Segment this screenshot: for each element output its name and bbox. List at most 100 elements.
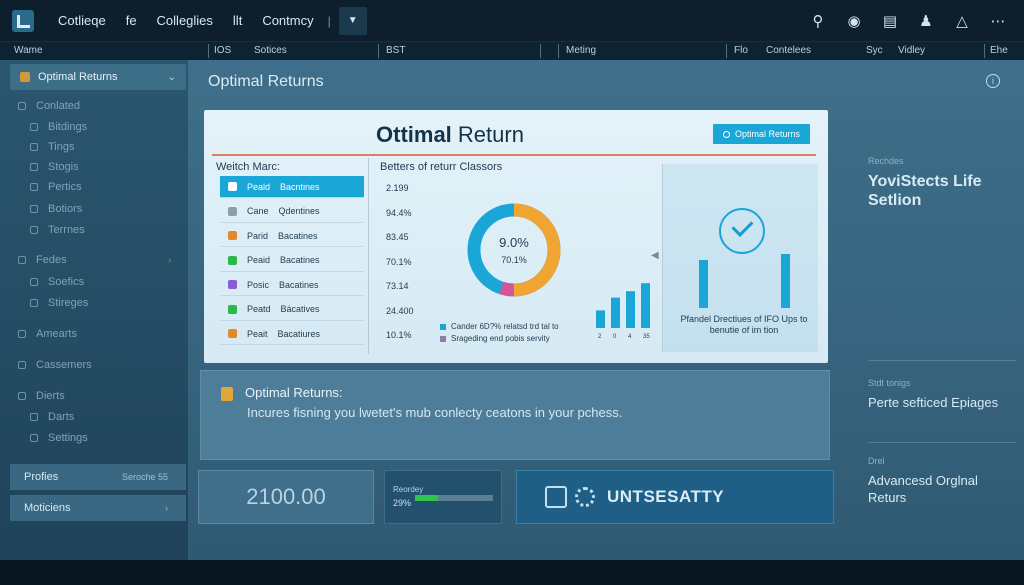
more-icon[interactable]: ⋯ — [990, 13, 1006, 30]
puzzle-icon — [545, 486, 567, 508]
right-card[interactable]: Rechdes YoviStects Life Setlion — [868, 156, 1016, 210]
top-bar: Cotlieqe fe Colleglies llt Contmcy | ▼ ⚲… — [0, 0, 1024, 42]
sidebar-item[interactable]: Cassemers — [18, 359, 92, 371]
sidebar-item-profiles[interactable]: Profies Seroche 55 — [10, 464, 186, 490]
sidebar-item-label: Fedes — [36, 254, 67, 266]
search-icon[interactable]: ⚲ — [812, 13, 824, 30]
app-logo-icon[interactable] — [12, 9, 34, 32]
column-header[interactable]: Meting — [566, 45, 597, 56]
square-icon — [30, 299, 38, 307]
sidebar-item[interactable]: Stogis — [30, 161, 79, 173]
sidebar-item[interactable]: Settings — [30, 432, 88, 444]
sidebar-item[interactable]: Stireges — [30, 297, 88, 309]
sidebar-item-label: Botiors — [48, 203, 83, 215]
list-item[interactable]: Peatd Bácatives — [220, 299, 364, 321]
column-header[interactable]: Ehe — [990, 45, 1008, 56]
sidebar-item-label: Dierts — [36, 390, 65, 402]
recycle-icon — [575, 487, 595, 507]
bell-icon[interactable]: △ — [956, 13, 968, 30]
panel-bar — [781, 254, 790, 308]
nav-item-1[interactable]: Cotlieqe — [58, 13, 106, 28]
right-card-label: Drel — [868, 456, 885, 466]
nav-separator: | — [327, 13, 331, 28]
right-card-value: YoviStects Life Setlion — [868, 173, 982, 209]
list-item[interactable]: Parid Bacatines — [220, 225, 364, 247]
donut-bottom-label: 70.1% — [501, 255, 527, 265]
right-card[interactable]: Drel Advancesd Orglnal Returs — [868, 456, 1016, 506]
row-label-b: Qdentines — [278, 206, 320, 216]
sidebar-item[interactable]: Botiors — [30, 203, 82, 215]
sidebar-item[interactable]: Bitdings — [30, 121, 87, 133]
sidebar-item[interactable]: Tings — [30, 141, 75, 153]
donut-segment-orange — [467, 203, 561, 297]
clipboard-icon[interactable]: ▤ — [882, 13, 898, 30]
sidebar-item[interactable]: Fedes › — [18, 254, 171, 266]
sidebar-item[interactable]: Amearts — [18, 328, 77, 340]
column-header[interactable]: IOS — [214, 45, 232, 56]
column-header[interactable]: BST — [386, 45, 406, 56]
column-divider — [984, 44, 985, 58]
compass-icon[interactable]: ◉ — [847, 13, 861, 30]
row-label-a: Peaid — [247, 255, 271, 265]
list-item[interactable]: Cane Qdentines — [220, 201, 364, 223]
nav-item-5[interactable]: Contmcy — [262, 13, 314, 28]
square-icon — [30, 278, 38, 286]
untsesatty-button[interactable]: UNTSESATTY — [516, 470, 834, 524]
sidebar: Optimal Returns ⌄ Conlated Bitdings Ting… — [0, 60, 188, 560]
nav-item-2[interactable]: fe — [125, 13, 137, 28]
bar-tick-label: 4 — [628, 334, 632, 340]
stat-value: 2100.00 — [198, 470, 374, 524]
sidebar-item[interactable]: Dierts — [18, 390, 65, 402]
column-header[interactable]: Contelees — [766, 45, 812, 56]
row-icon — [228, 329, 237, 338]
chevron-left-icon[interactable]: ◀ — [651, 250, 659, 261]
sidebar-item-motions[interactable]: Moticiens › — [10, 495, 186, 521]
summary-text: Pfandel Drectiues of IFO Ups to benutie … — [680, 314, 808, 335]
bar-tick-label: 0 — [613, 334, 617, 340]
progress-label: Reordey — [393, 485, 424, 494]
sidebar-item-optimal-returns[interactable]: Optimal Returns ⌄ — [10, 64, 186, 90]
sidebar-item-label: Stireges — [48, 297, 89, 309]
top-nav: Cotlieqe fe Colleglies llt Contmcy | — [48, 13, 335, 28]
panel-bar — [699, 260, 708, 308]
row-label-a: Peald — [247, 181, 271, 192]
sidebar-item[interactable]: Darts — [30, 411, 74, 423]
column-header[interactable]: Vidley — [898, 45, 926, 56]
right-card[interactable]: Stdt tonigs Perte sefticed Epiages — [868, 378, 1016, 411]
list-item[interactable]: Peait Bacatiures — [220, 323, 364, 345]
card-title: Ottimal Return — [376, 122, 524, 148]
square-icon — [30, 226, 38, 234]
nav-item-4[interactable]: llt — [232, 13, 243, 28]
nav-item-3[interactable]: Colleglies — [156, 13, 213, 28]
optimal-returns-button[interactable]: Optimal Returns — [712, 124, 810, 144]
row-label-a: Parid — [247, 230, 269, 241]
nav-dropdown-chevron-icon[interactable]: ▼ — [338, 6, 367, 35]
column-header[interactable]: Wame — [14, 45, 43, 56]
column-header[interactable]: Sotices — [254, 45, 287, 56]
square-icon — [18, 361, 26, 369]
sidebar-item[interactable]: Soefics — [30, 276, 84, 288]
bar — [596, 310, 605, 328]
column-divider — [726, 44, 727, 58]
card-title-rest: Return — [451, 122, 524, 147]
list-item[interactable]: Peaid Bacatines — [220, 250, 364, 272]
list-item[interactable]: Posic Bacatines — [220, 274, 364, 296]
row-icon — [228, 206, 237, 216]
message-panel: Optimal Returns: Incures fisning you lwe… — [200, 370, 830, 460]
legend-item: Srageding end pobis servity — [440, 334, 550, 343]
sidebar-item[interactable]: Terrnes — [30, 224, 85, 236]
info-icon[interactable]: i — [986, 74, 1000, 88]
user-icon[interactable]: ♟ — [919, 13, 933, 30]
column-header[interactable]: Flo — [734, 45, 748, 56]
sidebar-item[interactable]: Pertics — [30, 181, 82, 193]
list-title: Weitch Marc: — [216, 161, 280, 173]
card-title-bold: Ottimal — [376, 122, 452, 147]
column-header[interactable]: Syc — [866, 45, 883, 56]
message-body: Incures fisning you lwetet's mub conlect… — [247, 405, 623, 420]
sidebar-item-label: Amearts — [36, 328, 77, 340]
square-icon — [18, 256, 26, 264]
sidebar-item-label: Soefics — [48, 276, 85, 288]
sidebar-item[interactable]: Conlated — [18, 100, 80, 112]
list-item[interactable]: Peald Bacntines — [220, 176, 364, 198]
sidebar-item-label: Conlated — [36, 100, 81, 112]
